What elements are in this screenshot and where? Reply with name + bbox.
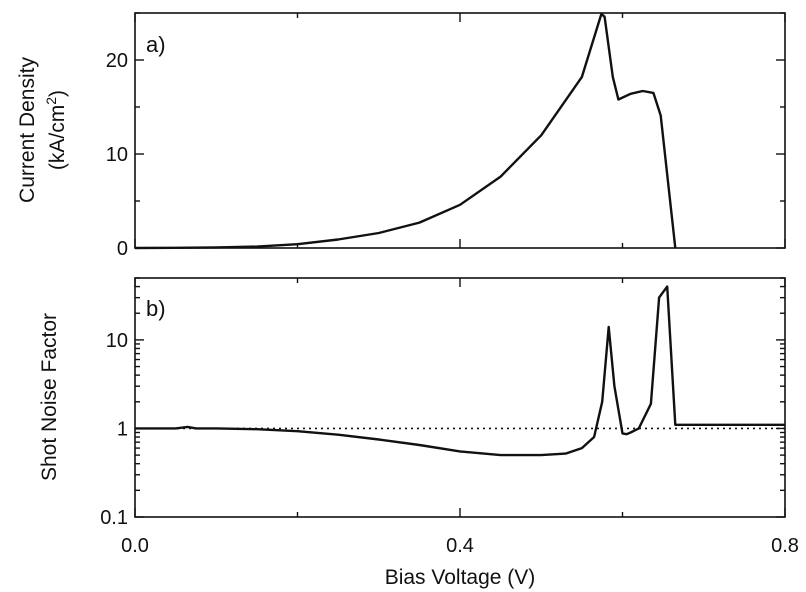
- panel-b-shot-noise: 0.1 1 10 b) Shot Noise Factor: [38, 277, 786, 529]
- x-tick-label: 0.4: [446, 535, 474, 557]
- panel-b-label: b): [146, 296, 166, 321]
- panel-a-series-line: [134, 12, 677, 250]
- panel-a-frame: [134, 12, 786, 249]
- panel-a-ylabel-line2: (kA/cm2): [43, 90, 69, 170]
- panel-a-label: a): [146, 32, 166, 57]
- panel-a-ticks: [134, 12, 786, 249]
- panel-b-ytick-label: 0.1: [100, 507, 128, 529]
- panel-b-ytick-label: 1: [117, 418, 128, 440]
- panel-a-ylabel-line1: Current Density: [16, 57, 39, 203]
- x-tick-labels: 0.0 0.4 0.8: [121, 535, 799, 557]
- panel-b-series-line: [135, 285, 785, 457]
- x-axis-label: Bias Voltage (V): [385, 566, 536, 589]
- panel-a-tick-labels: 0 10 20: [106, 50, 128, 260]
- panel-a-ytick-label: 10: [106, 144, 128, 166]
- panel-b-frame: [134, 277, 786, 518]
- panel-b-tick-labels: 0.1 1 10: [100, 330, 128, 529]
- x-tick-label: 0.0: [121, 535, 149, 557]
- x-tick-label: 0.8: [771, 535, 799, 557]
- panel-a-ylabel-close: ): [46, 90, 69, 97]
- panel-a-ylabel-superscript: 2: [43, 97, 59, 105]
- panel-b-ticks: [134, 277, 786, 518]
- panel-b-ylabel: Shot Noise Factor: [38, 313, 61, 481]
- panel-b-ytick-label: 10: [106, 330, 128, 352]
- panel-a-current-density: 0 10 20 a) Current Density (kA/cm2): [16, 12, 786, 260]
- panel-a-ytick-label: 0: [117, 238, 128, 260]
- panel-a-ytick-label: 20: [106, 50, 128, 72]
- panel-a-ylabel-unit: (kA/cm: [46, 105, 69, 170]
